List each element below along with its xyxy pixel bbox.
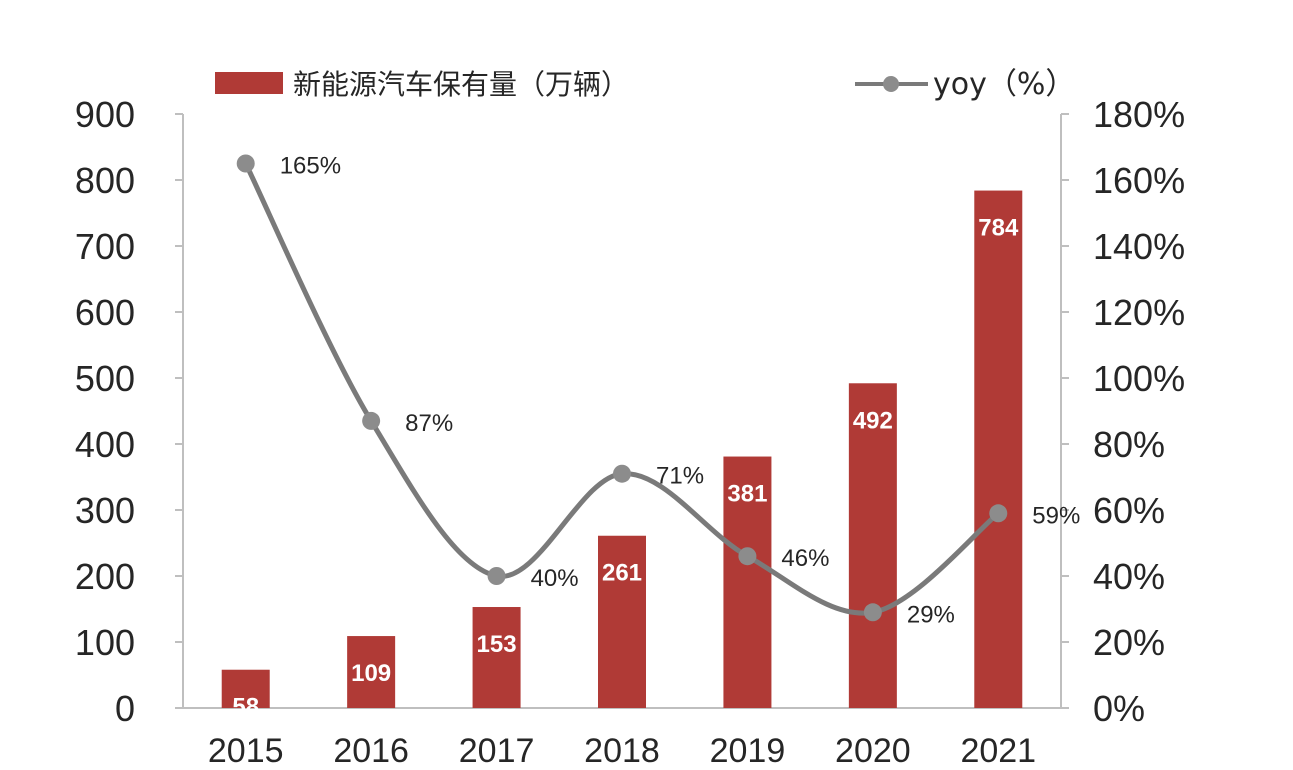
left-tick-label: 0 <box>115 688 135 729</box>
yoy-value-label: 165% <box>280 153 341 180</box>
yoy-line-series: 165% 87% 40% 71% 46% 29% 59% <box>236 153 1080 628</box>
bar <box>974 190 1023 708</box>
x-tick-label: 2015 <box>208 732 284 770</box>
left-tick-label: 800 <box>75 160 135 201</box>
yoy-point <box>236 154 255 173</box>
bar <box>598 535 646 708</box>
right-tick-label: 160% <box>1093 160 1185 201</box>
left-tick-label: 200 <box>75 556 135 597</box>
yoy-value-label: 29% <box>907 601 955 628</box>
left-tick-label: 500 <box>75 358 135 399</box>
bar <box>221 669 270 708</box>
yoy-value-label: 46% <box>781 545 829 572</box>
bar-value-label: 381 <box>727 481 767 508</box>
right-tick-label: 80% <box>1093 424 1165 465</box>
left-tick-label: 600 <box>75 292 135 333</box>
bar-series: 58 109 153 261 381 492 784 <box>221 190 1023 721</box>
legend-bar-label: 新能源汽车保有量（万辆） <box>293 68 629 101</box>
yoy-point <box>362 411 381 430</box>
x-tick-label: 2021 <box>960 732 1036 770</box>
yoy-value-label: 59% <box>1032 502 1080 529</box>
right-tick-label: 140% <box>1093 226 1185 267</box>
left-tick-label: 700 <box>75 226 135 267</box>
left-tick-label: 300 <box>75 490 135 531</box>
right-tick-label: 100% <box>1093 358 1185 399</box>
right-tick-label: 180% <box>1093 94 1185 135</box>
x-axis: 2015 2016 2017 2018 2019 2020 2021 <box>183 707 1061 770</box>
left-y-axis: 0 100 200 300 400 500 600 700 800 900 <box>75 94 184 729</box>
right-tick-label: 40% <box>1093 556 1165 597</box>
bar <box>347 636 396 708</box>
yoy-point <box>738 547 757 566</box>
yoy-point <box>989 504 1008 523</box>
legend-bar-swatch <box>215 72 283 94</box>
bar-value-label: 784 <box>978 215 1019 242</box>
bar-value-label: 492 <box>853 407 893 434</box>
bar-value-label: 58 <box>232 694 259 721</box>
left-tick-label: 400 <box>75 424 135 465</box>
x-tick-label: 2020 <box>835 732 911 770</box>
x-tick-label: 2019 <box>710 732 786 770</box>
bar <box>472 607 521 708</box>
yoy-value-label: 87% <box>405 410 453 437</box>
yoy-point <box>487 567 506 585</box>
right-tick-label: 120% <box>1093 292 1185 333</box>
left-tick-label: 100 <box>75 622 135 663</box>
yoy-value-label: 40% <box>531 565 579 592</box>
yoy-value-label: 71% <box>656 463 704 490</box>
x-tick-label: 2018 <box>584 732 660 770</box>
bar <box>848 383 897 708</box>
right-tick-label: 20% <box>1093 622 1165 663</box>
yoy-point <box>863 603 882 622</box>
right-y-axis: 0% 20% 40% 60% 80% 100% 120% 140% 160% 180% <box>1060 94 1185 729</box>
legend: 新能源汽车保有量（万辆） yoy（%） <box>215 67 1075 102</box>
bar-value-label: 261 <box>602 560 642 587</box>
left-tick-label: 900 <box>75 94 135 135</box>
legend-line-marker <box>883 76 899 92</box>
x-tick-label: 2017 <box>459 732 535 770</box>
x-tick-label: 2016 <box>333 732 409 770</box>
bar-value-label: 109 <box>351 660 391 687</box>
yoy-point <box>613 464 631 483</box>
right-tick-label: 60% <box>1093 490 1165 531</box>
legend-line-label: yoy（%） <box>933 67 1075 102</box>
bar-value-label: 153 <box>477 631 517 658</box>
bar <box>723 456 772 708</box>
right-tick-label: 0% <box>1093 688 1145 729</box>
